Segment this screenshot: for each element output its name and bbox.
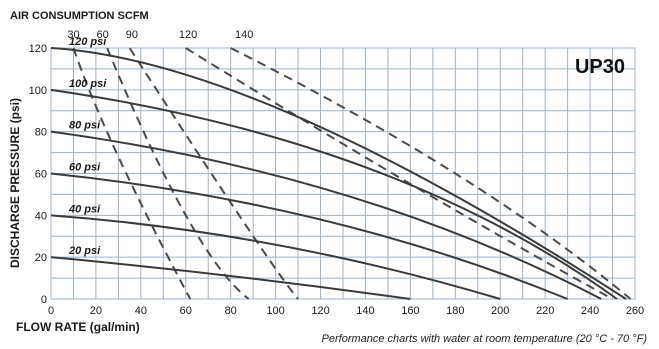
pressure-curve-label: 40 psi	[68, 203, 101, 215]
air-consumption-label: 60	[97, 29, 109, 41]
y-tick-label: 20	[35, 252, 47, 264]
y-tick-label: 80	[35, 127, 47, 139]
y-tick-label: 60	[35, 169, 47, 181]
x-axis-title: FLOW RATE (gal/min)	[16, 320, 140, 334]
pressure-curve-label: 60 psi	[69, 162, 101, 174]
x-tick-label: 120	[311, 305, 329, 317]
tick-labels: 0 20 40 60 80 100 120 140 160 180 200 220 240 260 0 20 4…	[29, 29, 645, 317]
chart-title-model: UP30	[575, 56, 625, 78]
x-tick-label: 240	[581, 305, 599, 317]
pressure-curve-label: 100 psi	[69, 78, 107, 90]
pressure-curve-40-psi	[50, 214, 501, 300]
pressure-curve-20-psi	[50, 256, 411, 300]
x-tick-label: 260	[626, 305, 644, 317]
pressure-curve-80-psi	[50, 130, 602, 300]
air-consumption-label: 120	[179, 29, 197, 41]
x-tick-label: 180	[446, 305, 464, 317]
pressure-curve-60-psi	[50, 172, 568, 300]
x-tick-label: 160	[401, 305, 419, 317]
x-tick-label: 40	[135, 305, 147, 317]
x-tick-label: 100	[266, 305, 284, 317]
x-tick-label: 200	[491, 305, 509, 317]
air-consumption-curve-90	[128, 47, 299, 300]
pressure-curve-100-psi	[50, 88, 618, 300]
curve-labels: 20 psi 40 psi 60 psi 80 psi 100 psi 120 psi	[68, 36, 107, 257]
air-consumption-curve-30	[72, 47, 192, 300]
y-tick-label: 120	[29, 43, 47, 55]
air-consumption-curve-140	[230, 47, 632, 300]
x-tick-label: 80	[225, 305, 237, 317]
x-tick-label: 60	[180, 305, 192, 317]
y-tick-label: 100	[29, 85, 47, 97]
pressure-curve-label: 80 psi	[69, 120, 101, 132]
x-tick-label: 0	[48, 305, 54, 317]
air-consumption-curve-60	[106, 47, 250, 300]
air-consumption-label: 90	[126, 29, 138, 41]
air-consumption-label: 140	[235, 29, 253, 41]
x-tick-label: 220	[536, 305, 554, 317]
pressure-curve-120-psi	[50, 47, 627, 300]
y-tick-label: 0	[41, 294, 47, 306]
grid	[50, 47, 636, 300]
pressure-curves	[50, 47, 627, 300]
y-axis-title: DISCHARGE PRESSURE (psi)	[8, 98, 22, 268]
x-tick-label: 20	[90, 305, 102, 317]
pressure-curve-label: 20 psi	[68, 245, 101, 257]
chart-annotation: Performance charts with water at room te…	[321, 333, 647, 345]
x-tick-label: 140	[356, 305, 374, 317]
y-tick-label: 40	[35, 210, 47, 222]
air-consumption-label: 30	[67, 29, 79, 41]
pressure-curve-label: 120 psi	[69, 36, 107, 48]
top-axis-title: AIR CONSUMPTION SCFM	[10, 10, 149, 22]
